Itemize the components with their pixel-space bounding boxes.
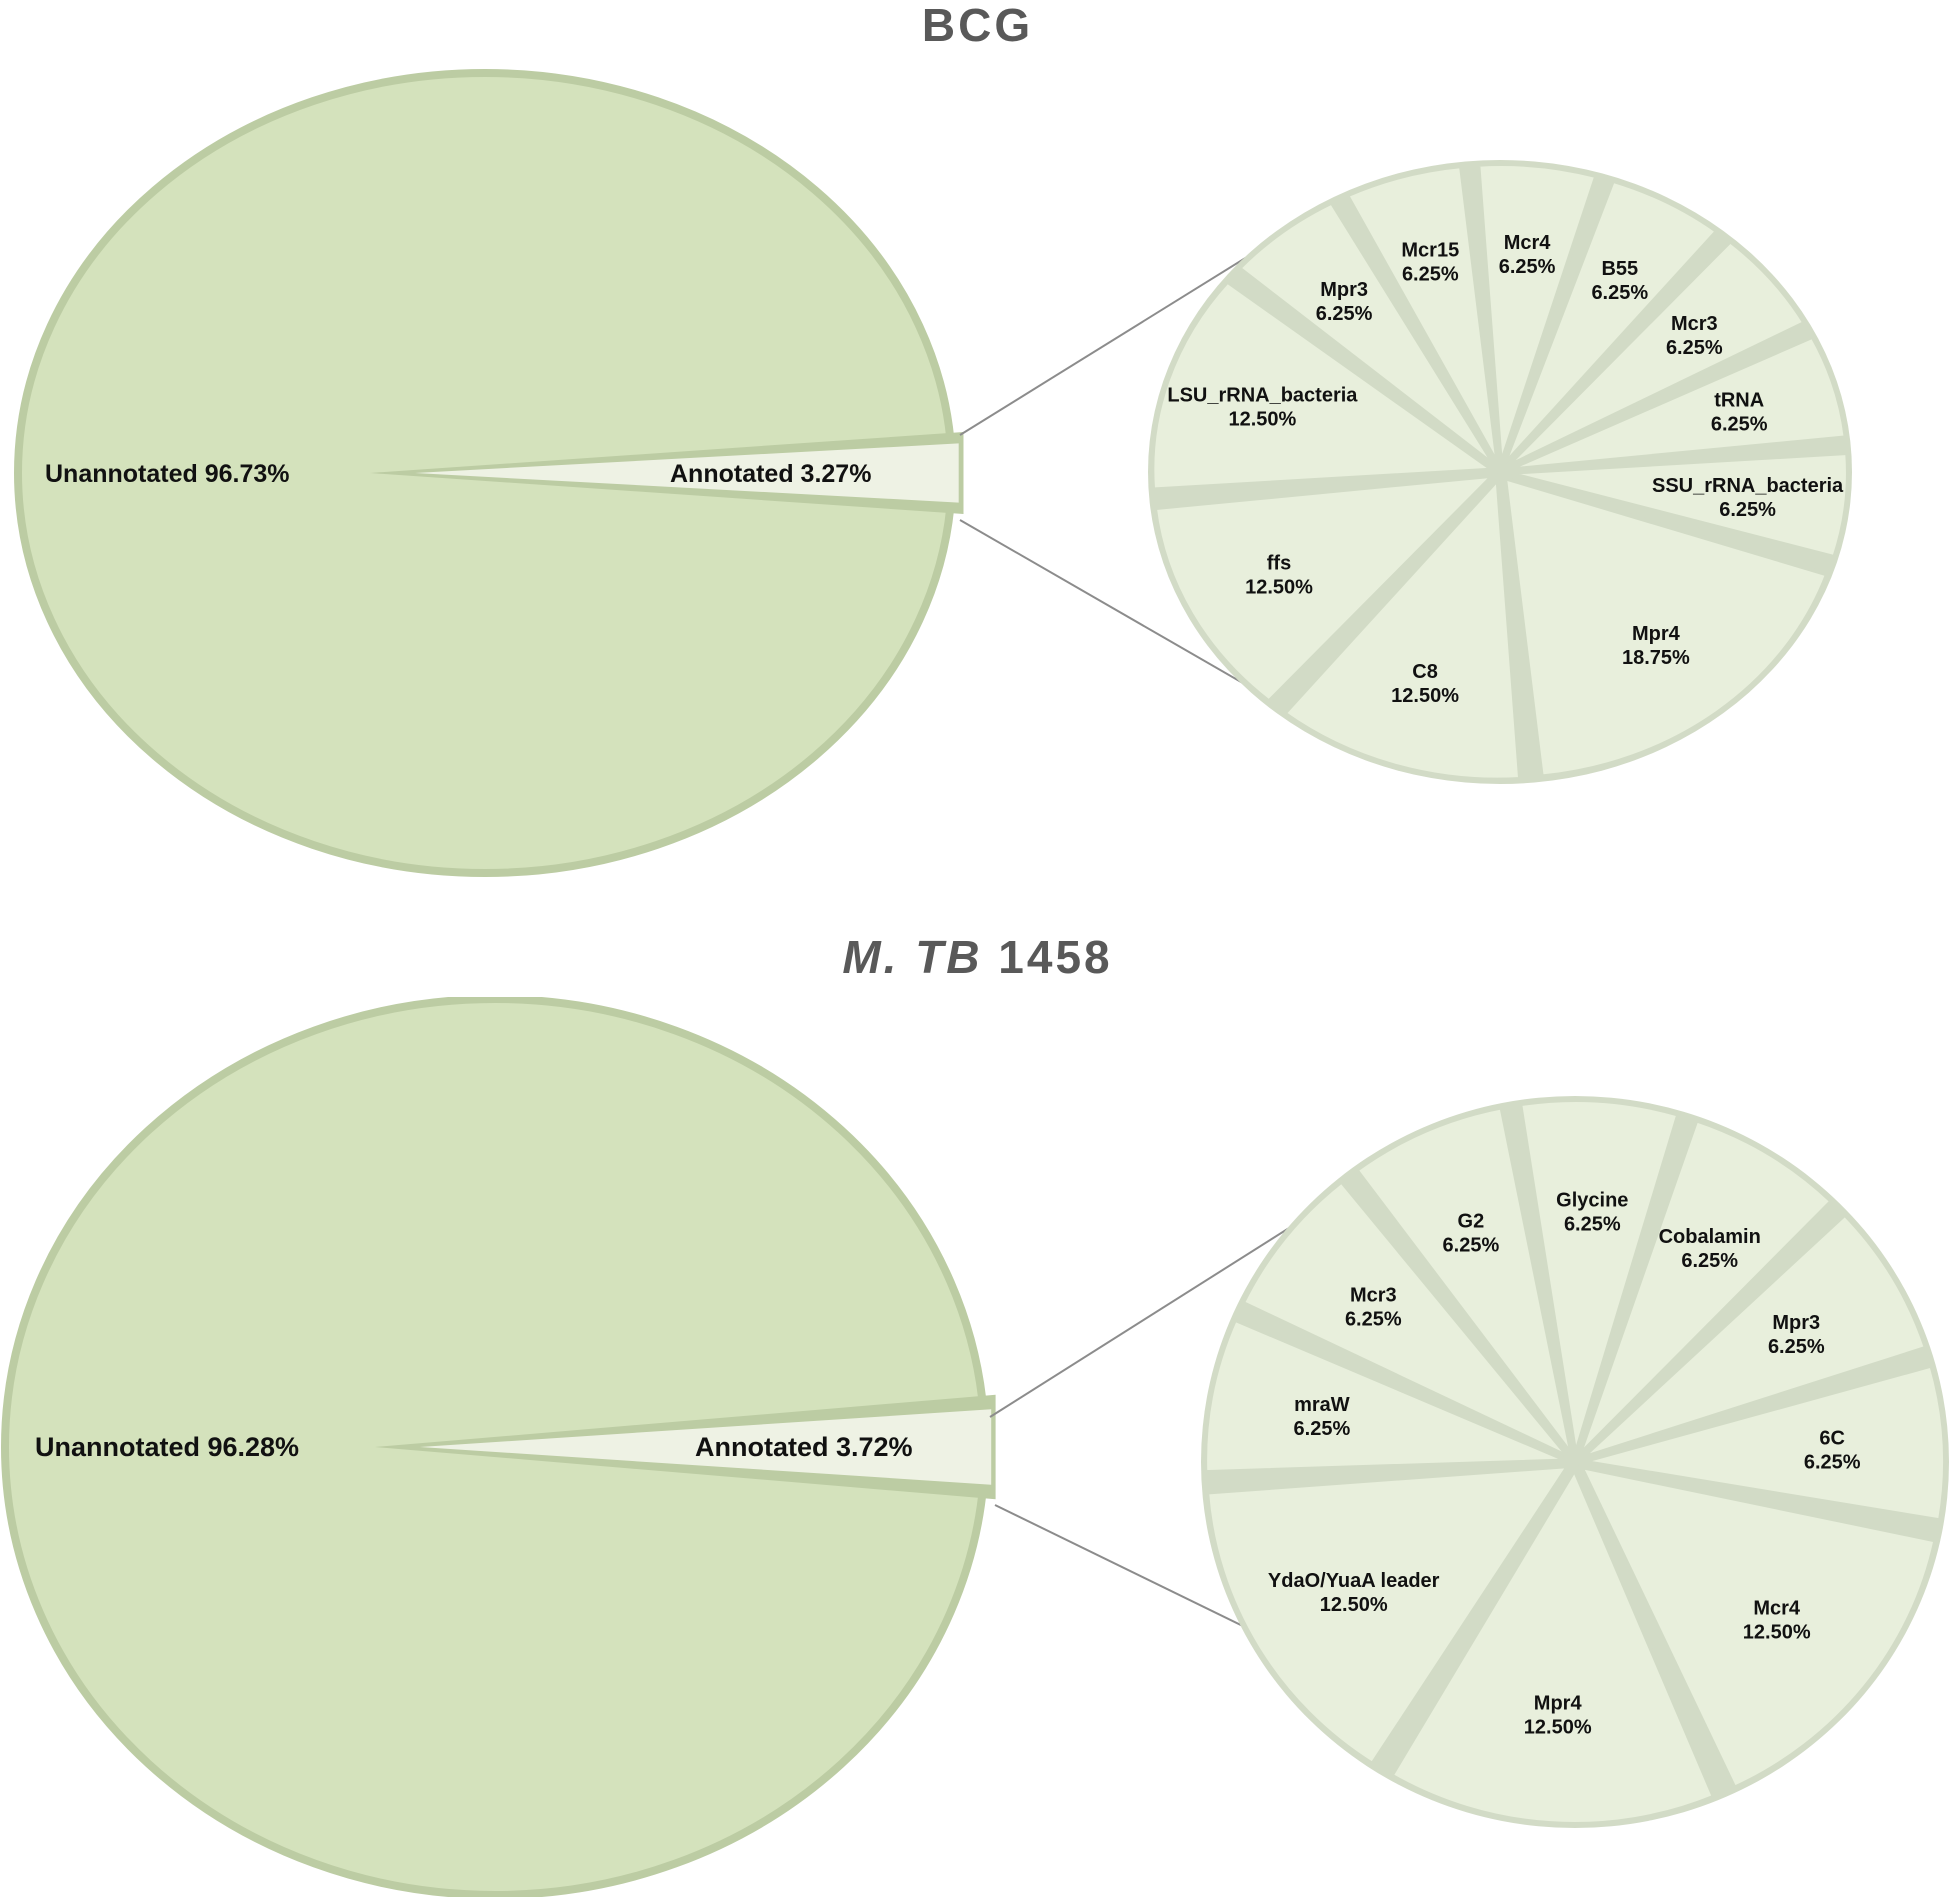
pct-glycine: 6.25% — [1564, 1214, 1621, 1236]
slice-6c — [1582, 1363, 1947, 1523]
label-ydao-yuaa-leader: YdaO/YuaA leader — [1268, 1570, 1440, 1592]
label-mcr15: Mcr15 — [1401, 240, 1459, 262]
label-mpr3: Mpr3 — [1320, 279, 1368, 301]
label-mcr4: Mcr4 — [1753, 1598, 1801, 1620]
title-italic: M. TB — [842, 931, 983, 983]
pct-c8: 12.50% — [1391, 685, 1459, 707]
label-mcr4: Mcr4 — [1504, 232, 1552, 254]
label-unannotated: Unannotated 96.73% — [45, 460, 290, 488]
label-glycine: Glycine — [1556, 1190, 1628, 1212]
label-mpr4: Mpr4 — [1632, 623, 1681, 645]
chart-bcg: Unannotated 96.73% Annotated 3.27%Mcr46.2… — [14, 69, 1852, 877]
slice-g2 — [1353, 1105, 1574, 1456]
slice-ffs — [1152, 473, 1499, 705]
connector-line — [989, 1198, 1336, 1418]
slice-glycine — [1517, 1098, 1681, 1455]
slice-mpr4 — [1388, 1465, 1717, 1826]
panel-title-mtb: M. TB 1458 — [0, 930, 1955, 984]
slice-mcr15 — [1344, 163, 1500, 466]
slice-mcr3 — [1504, 238, 1808, 469]
slice-trna — [1506, 334, 1848, 472]
label-ssu-rrna-bacteria: SSU_rRNA_bacteria — [1652, 475, 1844, 497]
panel-title-bcg: BCG — [0, 0, 1955, 52]
slice-b55 — [1501, 178, 1720, 467]
label-c8: C8 — [1412, 661, 1438, 683]
title-text: BCG — [921, 0, 1034, 51]
slice-mpr3 — [1580, 1211, 1929, 1460]
slice-mpr3 — [1236, 200, 1497, 468]
label-mcr3: Mcr3 — [1671, 313, 1718, 335]
pct-ffs: 12.50% — [1245, 577, 1313, 599]
slice-ydao-yuaa-leader — [1204, 1463, 1572, 1767]
slice-c8 — [1281, 474, 1523, 782]
pct-mpr3: 6.25% — [1316, 303, 1373, 325]
pct-ssu-rrna-bacteria: 6.25% — [1719, 499, 1776, 521]
chart-mtb-1458: Unannotated 96.28% Annotated 3.72% Glycine… — [1, 997, 1949, 1897]
label-lsu-rrna-bacteria: LSU_rRNA_bacteria — [1167, 385, 1358, 407]
label-trna: tRNA — [1714, 389, 1764, 411]
label-ffs: ffs — [1267, 553, 1291, 575]
pct-mraw: 6.25% — [1294, 1418, 1351, 1440]
label-annotated: Annotated 3.27% — [670, 460, 871, 488]
label-6c: 6C — [1819, 1428, 1845, 1450]
label-mpr3: Mpr3 — [1772, 1312, 1820, 1334]
slice-cobalamin — [1577, 1117, 1835, 1457]
pct-ydao-yuaa-leader: 12.50% — [1320, 1594, 1388, 1616]
slice-mcr4 — [1577, 1464, 1938, 1791]
pct-6c: 6.25% — [1804, 1452, 1861, 1474]
pct-mcr4: 12.50% — [1743, 1622, 1811, 1644]
pct-trna: 6.25% — [1711, 413, 1768, 435]
slice-mraw — [1203, 1317, 1568, 1475]
pct-mcr4: 6.25% — [1499, 256, 1556, 278]
label-g2: G2 — [1458, 1211, 1485, 1233]
slice-mcr4 — [1476, 162, 1599, 465]
label-annotated: Annotated 3.72% — [695, 1432, 913, 1462]
pct-mpr4: 12.50% — [1524, 1716, 1592, 1738]
connector-line — [959, 225, 1298, 436]
slice-ssu-rrna-bacteria — [1507, 450, 1850, 560]
slice-annotated — [420, 1409, 992, 1485]
label-mcr3: Mcr3 — [1350, 1284, 1397, 1306]
pct-mcr15: 6.25% — [1402, 264, 1459, 286]
slice-annotated — [415, 443, 959, 503]
label-mpr4: Mpr4 — [1534, 1692, 1583, 1714]
label-b55: B55 — [1601, 258, 1638, 280]
slice-mcr3 — [1240, 1178, 1571, 1459]
pct-g2: 6.25% — [1443, 1235, 1500, 1257]
slice-mpr4 — [1502, 475, 1830, 779]
slice-lsu-rrna-bacteria — [1150, 278, 1499, 492]
pct-mcr3: 6.25% — [1345, 1308, 1402, 1330]
pct-mpr4: 18.75% — [1622, 647, 1690, 669]
pct-lsu-rrna-bacteria: 12.50% — [1228, 409, 1296, 431]
pct-cobalamin: 6.25% — [1681, 1250, 1738, 1272]
label-cobalamin: Cobalamin — [1659, 1226, 1761, 1248]
title-text: 1458 — [982, 931, 1113, 983]
pct-mcr3: 6.25% — [1666, 337, 1723, 359]
pct-b55: 6.25% — [1591, 282, 1648, 304]
label-mraw: mraW — [1294, 1394, 1350, 1416]
pct-mpr3: 6.25% — [1768, 1336, 1825, 1358]
label-unannotated: Unannotated 96.28% — [35, 1432, 299, 1462]
